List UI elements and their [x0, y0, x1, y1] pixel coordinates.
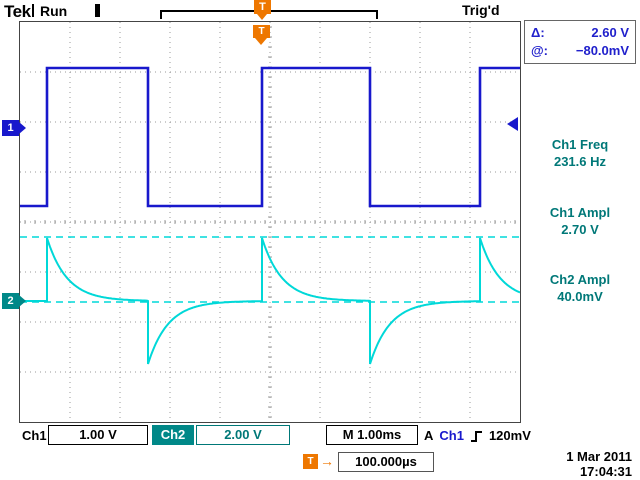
right-arrow-icon: → — [320, 453, 334, 469]
trigger-level-value: 120mV — [488, 428, 531, 443]
ch1-ground-marker: 1 — [2, 120, 26, 136]
trigger-position-marker: T — [253, 25, 270, 45]
measurement-value: 40.0mV — [557, 289, 603, 304]
trigger-delay-marker-icon: T — [303, 454, 318, 469]
measurement-value: 231.6 Hz — [553, 154, 607, 169]
tek-logo: Tek — [4, 2, 31, 21]
delay-marker-group: T → — [303, 454, 334, 469]
trigger-readout: A Ch1 120mV — [424, 428, 531, 443]
cursor-delta-row: Δ: 2.60 V — [531, 24, 629, 42]
measurement-ch1-ampl: Ch1 Ampl 2.70 V — [524, 204, 636, 238]
ch2-label: Ch2 — [152, 425, 194, 445]
measurement-label: Ch1 Freq — [551, 137, 609, 152]
ch1-label: Ch1 — [22, 428, 47, 443]
measurement-label: Ch1 Ampl — [549, 205, 611, 220]
timebase-readout: M 1.00ms — [326, 425, 418, 445]
cursor-at-label: @: — [531, 43, 549, 58]
trigger-mode: A — [424, 428, 434, 443]
acquisition-status: Run — [40, 3, 68, 19]
ch1-scale-readout: 1.00 V — [48, 425, 148, 445]
ch2-scale-readout: 2.00 V — [196, 425, 290, 445]
logo-divider — [32, 4, 34, 17]
date-value: 1 Mar 2011 — [566, 449, 632, 464]
time-value: 17:04:31 — [579, 464, 632, 479]
cursor-at-row: @: −80.0mV — [531, 42, 629, 60]
trigger-delay-readout: 100.000µs — [338, 452, 434, 472]
trigger-source: Ch1 — [439, 428, 464, 443]
rising-edge-icon — [470, 430, 482, 442]
measurement-value: 2.70 V — [561, 222, 599, 237]
measurement-ch2-ampl: Ch2 Ampl 40.0mV — [524, 271, 636, 305]
record-position-tick — [95, 4, 100, 17]
trigger-position-marker-top: T — [254, 0, 271, 20]
datetime-readout: 1 Mar 2011 17:04:31 — [536, 449, 636, 479]
cursor-delta-label: Δ: — [531, 25, 545, 40]
cursor-readout-box: Δ: 2.60 V @: −80.0mV — [524, 20, 636, 64]
waveform-canvas — [20, 22, 521, 422]
trigger-status: Trig'd — [462, 2, 500, 18]
cursor-at-value: −80.0mV — [575, 43, 629, 58]
ch2-ground-marker: 2 — [2, 293, 26, 309]
trigger-level-arrow-icon — [507, 117, 518, 131]
waveform-display — [19, 21, 521, 423]
measurement-ch1-freq: Ch1 Freq 231.6 Hz — [524, 136, 636, 170]
cursor-delta-value: 2.60 V — [591, 25, 629, 40]
measurement-label: Ch2 Ampl — [549, 272, 611, 287]
